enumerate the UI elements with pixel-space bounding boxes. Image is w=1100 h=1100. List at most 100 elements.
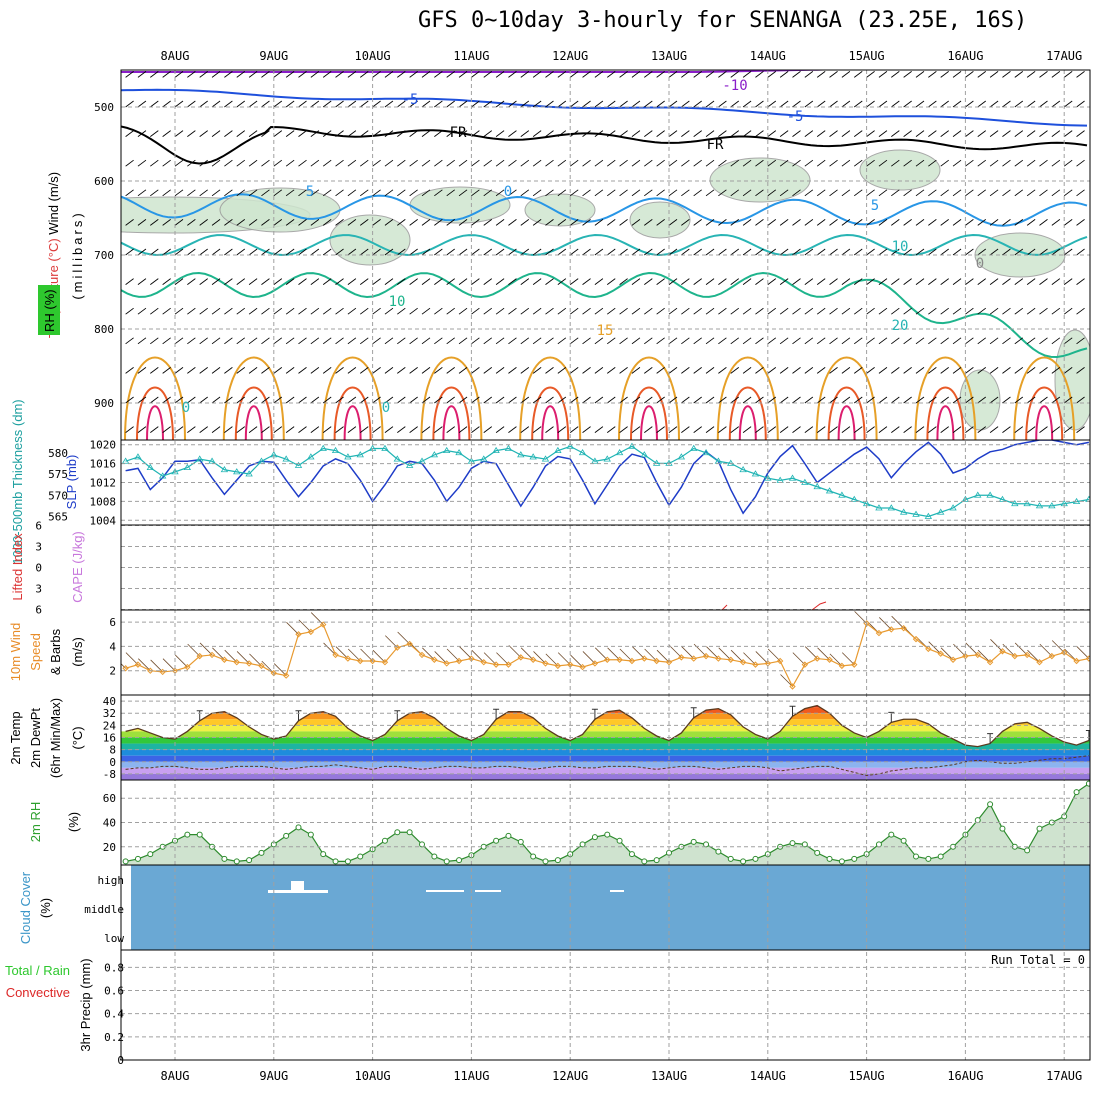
- thickness-point: [171, 468, 179, 475]
- wind-barb: [915, 100, 925, 108]
- wind-barb-10m: [385, 635, 398, 648]
- wind-barb: [656, 159, 665, 167]
- wind-barb-10m: [977, 649, 991, 663]
- wind-barb: [891, 189, 900, 197]
- wind-barb: [532, 248, 542, 256]
- wind-barb: [1026, 159, 1036, 167]
- rh-point: [344, 858, 351, 865]
- wind-barb: [767, 130, 777, 137]
- wind-barb: [693, 426, 702, 433]
- wind-barb-10m: [446, 648, 460, 662]
- wind-barb: [681, 367, 690, 374]
- wind-barb: [631, 159, 641, 167]
- wind-barb: [582, 100, 591, 108]
- thickness-point: [764, 474, 772, 481]
- wind-barb: [162, 396, 171, 404]
- contour-25: [630, 386, 668, 440]
- wind-barb: [1014, 100, 1024, 108]
- wind-barb: [335, 307, 344, 315]
- wind-barb: [285, 219, 295, 226]
- wind-barb: [199, 337, 208, 345]
- wind-barb: [545, 159, 554, 167]
- wind-barb: [421, 219, 431, 226]
- wind-barb: [322, 71, 332, 78]
- wind-barb: [421, 189, 431, 197]
- wind-barb: [421, 278, 431, 285]
- wind-barb: [582, 248, 591, 256]
- wind-barb: [384, 367, 394, 374]
- wind-barb: [495, 426, 505, 433]
- wind-barb: [742, 278, 752, 285]
- wind-barb: [767, 100, 777, 108]
- wind-barb: [779, 189, 789, 197]
- wind-barb: [199, 100, 208, 108]
- wind-barb: [322, 307, 332, 315]
- wind-barb: [347, 219, 357, 226]
- wind-barb: [977, 71, 987, 78]
- wind-barb: [347, 248, 357, 256]
- contour-25: [827, 386, 866, 440]
- wind-barb: [359, 189, 369, 197]
- wind-barb: [792, 278, 801, 285]
- wind-barb: [644, 189, 653, 197]
- wind-barb: [878, 71, 888, 78]
- rh-point: [814, 849, 821, 856]
- wind-barb: [989, 367, 999, 374]
- precip-tick: 0.8: [104, 961, 124, 974]
- wind-speed-point: [196, 652, 203, 660]
- wind-barb-10m: [360, 648, 373, 662]
- wind-barb: [421, 396, 431, 404]
- wind-barb: [989, 248, 999, 256]
- wind-barb: [816, 71, 826, 78]
- date-label-top: 17AUG: [1046, 49, 1082, 63]
- wind-barb: [656, 367, 665, 374]
- contour-label: -5: [402, 92, 419, 108]
- wind-barb: [891, 159, 900, 167]
- contour-25: [531, 386, 570, 440]
- wind-barb: [853, 130, 863, 137]
- wind-barb-10m: [570, 654, 583, 668]
- date-label-bottom: 13AUG: [651, 1069, 687, 1083]
- wind-barb: [841, 219, 851, 226]
- contour-label: 0: [976, 256, 984, 272]
- wind-barb: [372, 307, 381, 315]
- wind-barb: [730, 307, 740, 315]
- wind-barb: [261, 307, 270, 315]
- wind-barb: [656, 100, 665, 108]
- wind-barb: [952, 130, 962, 137]
- wind-barb: [1014, 367, 1024, 374]
- thickness-point: [875, 504, 883, 511]
- wind-speed-point: [282, 672, 290, 679]
- wind-barb: [1076, 100, 1085, 108]
- wind-barb: [1076, 337, 1085, 345]
- wind-barb: [285, 130, 295, 137]
- wind-barb: [236, 396, 246, 404]
- wind-barb: [174, 159, 184, 167]
- thickness-point: [998, 495, 1007, 502]
- wind-barb: [681, 278, 690, 285]
- wind-barb: [174, 337, 184, 345]
- wind-barb: [1039, 130, 1048, 137]
- wind-barb: [644, 367, 653, 374]
- thickness-point: [986, 491, 994, 498]
- wind-barb: [298, 278, 307, 285]
- wind-barb: [335, 219, 344, 226]
- wind-barb: [125, 100, 134, 108]
- wind-barb: [520, 189, 530, 197]
- wind-barb-10m: [459, 646, 472, 659]
- wind-barb: [211, 248, 221, 256]
- wind-barb: [792, 396, 801, 404]
- wind-speed-point: [678, 654, 685, 661]
- wind-barb: [495, 278, 505, 285]
- wind-barb: [619, 71, 628, 78]
- rh-ylabel: 2m RH: [28, 802, 43, 842]
- wind-barb: [248, 337, 258, 345]
- thickness-tick: 580: [48, 447, 68, 460]
- wind-barb: [829, 337, 838, 345]
- wind-barb: [298, 100, 307, 108]
- wind-barb: [668, 159, 678, 167]
- wind-barb: [841, 71, 851, 78]
- wind-speed-point: [974, 651, 981, 659]
- date-label-top: 14AUG: [750, 49, 786, 63]
- wind-barb: [829, 219, 838, 226]
